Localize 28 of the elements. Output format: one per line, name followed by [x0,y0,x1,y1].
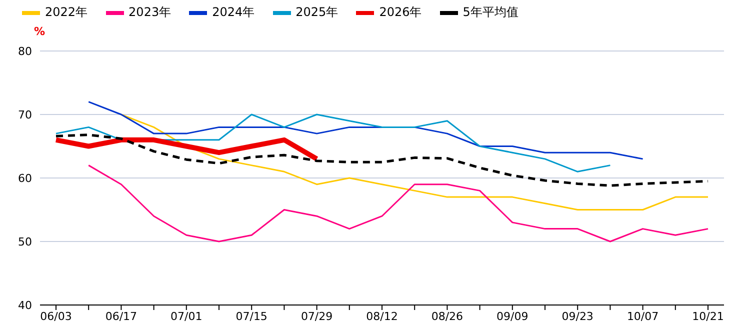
legend-label: 2026年 [379,4,422,21]
legend-label: 2024年 [212,4,255,21]
x-tick-label: 07/01 [170,310,202,323]
x-tick-label: 08/12 [366,310,398,323]
x-tick-label: 10/21 [692,310,724,323]
y-tick-label: 50 [18,235,32,248]
y-tick-label: 70 [18,108,32,122]
line-series [88,101,644,160]
x-tick-label: 09/23 [562,310,594,323]
legend-label: 2023年 [128,4,172,21]
x-tick-label: 07/15 [236,310,268,323]
line-series [54,134,710,187]
line-series [88,164,709,242]
x-tick-label: 08/26 [431,310,464,323]
x-tick-label: 10/07 [626,310,659,323]
y-tick-label: 60 [18,172,32,185]
legend-label: 2022年 [45,4,88,21]
line-series [120,114,709,210]
x-tick-label: 07/29 [300,310,333,323]
legend-label: 2025年 [296,4,338,21]
legend-label: 5年平均值 [462,4,518,21]
x-tick-label: 06/17 [105,310,138,323]
x-tick-label: 09/09 [496,310,528,323]
y-axis-title: % [34,25,46,38]
y-tick-label: 40 [18,298,32,312]
x-tick-label: 06/03 [40,310,72,323]
line-series [55,114,611,172]
y-tick-label: 80 [18,44,32,58]
